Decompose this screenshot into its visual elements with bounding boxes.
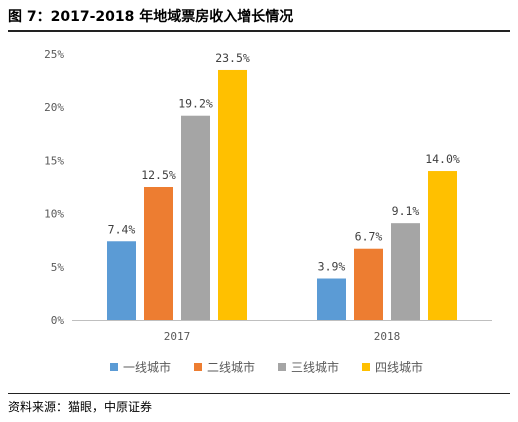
legend-label: 二线城市 [207,360,255,375]
title-rule [8,30,510,32]
y-tick-label: 10% [44,208,64,221]
y-tick-label: 20% [44,101,64,114]
legend-swatch [194,363,202,371]
bar [354,248,383,320]
data-label: 7.4% [108,222,136,236]
source-note: 资料来源：猫眼，中原证券 [8,400,153,414]
legend-label: 一线城市 [123,360,171,375]
y-tick-label: 15% [44,154,64,167]
x-axis: 2017 2018 [72,320,492,343]
x-tick-label: 2018 [374,330,401,343]
bar [317,278,346,320]
legend-label: 三线城市 [291,360,339,375]
data-label: 19.2% [178,97,213,111]
bar [107,241,136,320]
legend: 一线城市 二线城市 三线城市 四线城市 [110,360,423,375]
bar [391,223,420,320]
bar [144,187,173,320]
data-label: 14.0% [425,152,460,166]
data-label: 9.1% [392,204,420,218]
data-label: 12.5% [141,168,176,182]
y-tick-label: 5% [51,261,65,274]
bar [218,69,247,321]
bar [428,171,457,320]
legend-swatch [110,363,118,371]
legend-label: 四线城市 [375,360,423,375]
data-label: 3.9% [318,260,346,274]
y-tick-label: 25% [44,48,64,61]
legend-swatch [278,363,286,371]
data-label: 23.5% [215,51,250,65]
legend-swatch [362,363,370,371]
source-rule [8,393,510,394]
data-label: 6.7% [355,230,383,244]
y-axis: 0% 5% 10% 15% 20% 25% [44,48,64,327]
bar-chart: 0% 5% 10% 15% 20% 25% 7.4% 12.5% 19.2% 23.5% 3.9%… [44,48,492,375]
figure-title: 图 7：2017-2018 年地域票房收入增长情况 [8,9,294,25]
y-tick-label: 0% [51,314,65,327]
bar [181,115,210,320]
bar-series: 7.4% 12.5% 19.2% 23.5% 3.9% 6.7% 9.1% 14.0% [107,51,460,321]
x-tick-label: 2017 [164,330,191,343]
